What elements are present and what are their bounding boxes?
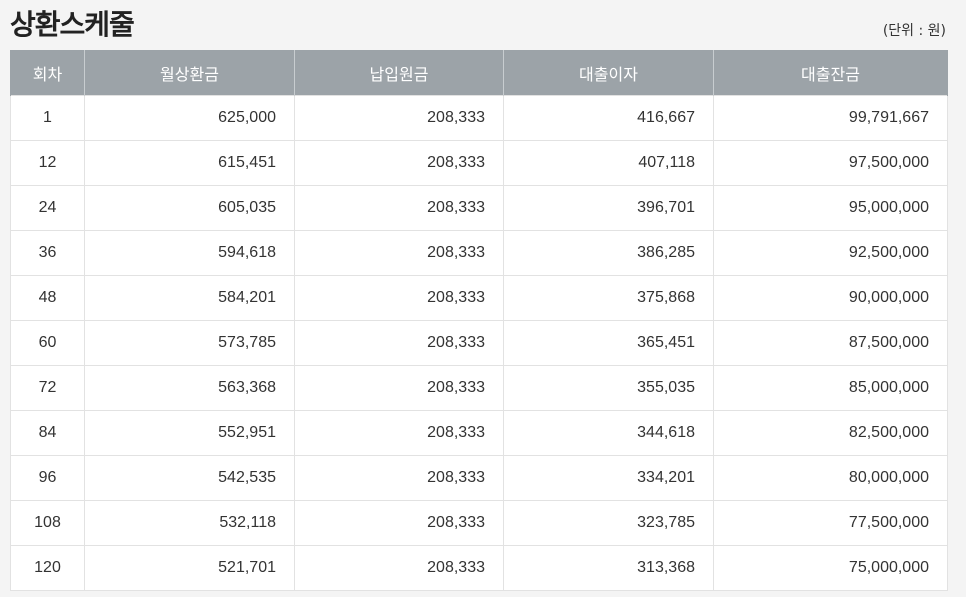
monthly-payment-cell: 573,785	[84, 320, 295, 366]
loan-balance-cell: 77,500,000	[713, 500, 948, 546]
loan-interest-cell: 407,118	[503, 140, 714, 186]
loan-interest-cell: 344,618	[503, 410, 714, 456]
loan-balance-cell: 75,000,000	[713, 545, 948, 591]
loan-balance-cell: 92,500,000	[713, 230, 948, 276]
loan-balance-cell: 85,000,000	[713, 365, 948, 411]
column-header-monthly-payment: 월상환금	[84, 50, 295, 96]
page-title: 상환스케줄	[10, 8, 135, 41]
table-body: 1 625,000 208,333 416,667 99,791,667 12 615,45…	[10, 95, 948, 591]
monthly-payment-cell: 542,535	[84, 455, 295, 501]
column-header-principal-paid: 납입원금	[294, 50, 504, 96]
round-cell: 108	[10, 500, 85, 546]
loan-interest-cell: 323,785	[503, 500, 714, 546]
table-row: 48 584,201 208,333 375,868 90,000,000	[10, 275, 948, 321]
loan-balance-cell: 80,000,000	[713, 455, 948, 501]
table-row: 72 563,368 208,333 355,035 85,000,000	[10, 365, 948, 411]
column-header-round: 회차	[10, 50, 85, 96]
round-cell: 96	[10, 455, 85, 501]
principal-paid-cell: 208,333	[294, 185, 504, 231]
round-cell: 24	[10, 185, 85, 231]
loan-interest-cell: 355,035	[503, 365, 714, 411]
principal-paid-cell: 208,333	[294, 545, 504, 591]
column-header-loan-balance: 대출잔금	[713, 50, 948, 96]
loan-balance-cell: 95,000,000	[713, 185, 948, 231]
table-row: 60 573,785 208,333 365,451 87,500,000	[10, 320, 948, 366]
monthly-payment-cell: 584,201	[84, 275, 295, 321]
unit-label: (단위 : 원)	[882, 23, 946, 39]
table-row: 96 542,535 208,333 334,201 80,000,000	[10, 455, 948, 501]
round-cell: 84	[10, 410, 85, 456]
table-row: 1 625,000 208,333 416,667 99,791,667	[10, 95, 948, 141]
table-row: 108 532,118 208,333 323,785 77,500,000	[10, 500, 948, 546]
principal-paid-cell: 208,333	[294, 500, 504, 546]
monthly-payment-cell: 532,118	[84, 500, 295, 546]
principal-paid-cell: 208,333	[294, 140, 504, 186]
loan-interest-cell: 334,201	[503, 455, 714, 501]
round-cell: 60	[10, 320, 85, 366]
monthly-payment-cell: 521,701	[84, 545, 295, 591]
principal-paid-cell: 208,333	[294, 95, 504, 141]
principal-paid-cell: 208,333	[294, 320, 504, 366]
loan-interest-cell: 416,667	[503, 95, 714, 141]
loan-balance-cell: 87,500,000	[713, 320, 948, 366]
table-row: 24 605,035 208,333 396,701 95,000,000	[10, 185, 948, 231]
loan-interest-cell: 386,285	[503, 230, 714, 276]
round-cell: 1	[10, 95, 85, 141]
monthly-payment-cell: 625,000	[84, 95, 295, 141]
table-row: 84 552,951 208,333 344,618 82,500,000	[10, 410, 948, 456]
loan-balance-cell: 90,000,000	[713, 275, 948, 321]
principal-paid-cell: 208,333	[294, 410, 504, 456]
loan-interest-cell: 313,368	[503, 545, 714, 591]
monthly-payment-cell: 563,368	[84, 365, 295, 411]
monthly-payment-cell: 605,035	[84, 185, 295, 231]
table-row: 36 594,618 208,333 386,285 92,500,000	[10, 230, 948, 276]
loan-interest-cell: 375,868	[503, 275, 714, 321]
monthly-payment-cell: 594,618	[84, 230, 295, 276]
loan-interest-cell: 396,701	[503, 185, 714, 231]
principal-paid-cell: 208,333	[294, 365, 504, 411]
loan-balance-cell: 99,791,667	[713, 95, 948, 141]
round-cell: 72	[10, 365, 85, 411]
loan-balance-cell: 82,500,000	[713, 410, 948, 456]
monthly-payment-cell: 615,451	[84, 140, 295, 186]
loan-balance-cell: 97,500,000	[713, 140, 948, 186]
round-cell: 12	[10, 140, 85, 186]
loan-interest-cell: 365,451	[503, 320, 714, 366]
principal-paid-cell: 208,333	[294, 275, 504, 321]
table-row: 120 521,701 208,333 313,368 75,000,000	[10, 545, 948, 591]
repayment-schedule-table: 회차 월상환금 납입원금 대출이자 대출잔금 1 625,000 208,333 41…	[10, 50, 948, 591]
round-cell: 48	[10, 275, 85, 321]
round-cell: 120	[10, 545, 85, 591]
table-header: 회차 월상환금 납입원금 대출이자 대출잔금	[10, 50, 948, 96]
column-header-loan-interest: 대출이자	[503, 50, 714, 96]
principal-paid-cell: 208,333	[294, 230, 504, 276]
monthly-payment-cell: 552,951	[84, 410, 295, 456]
round-cell: 36	[10, 230, 85, 276]
header-row: 회차 월상환금 납입원금 대출이자 대출잔금	[10, 50, 948, 96]
table-row: 12 615,451 208,333 407,118 97,500,000	[10, 140, 948, 186]
principal-paid-cell: 208,333	[294, 455, 504, 501]
